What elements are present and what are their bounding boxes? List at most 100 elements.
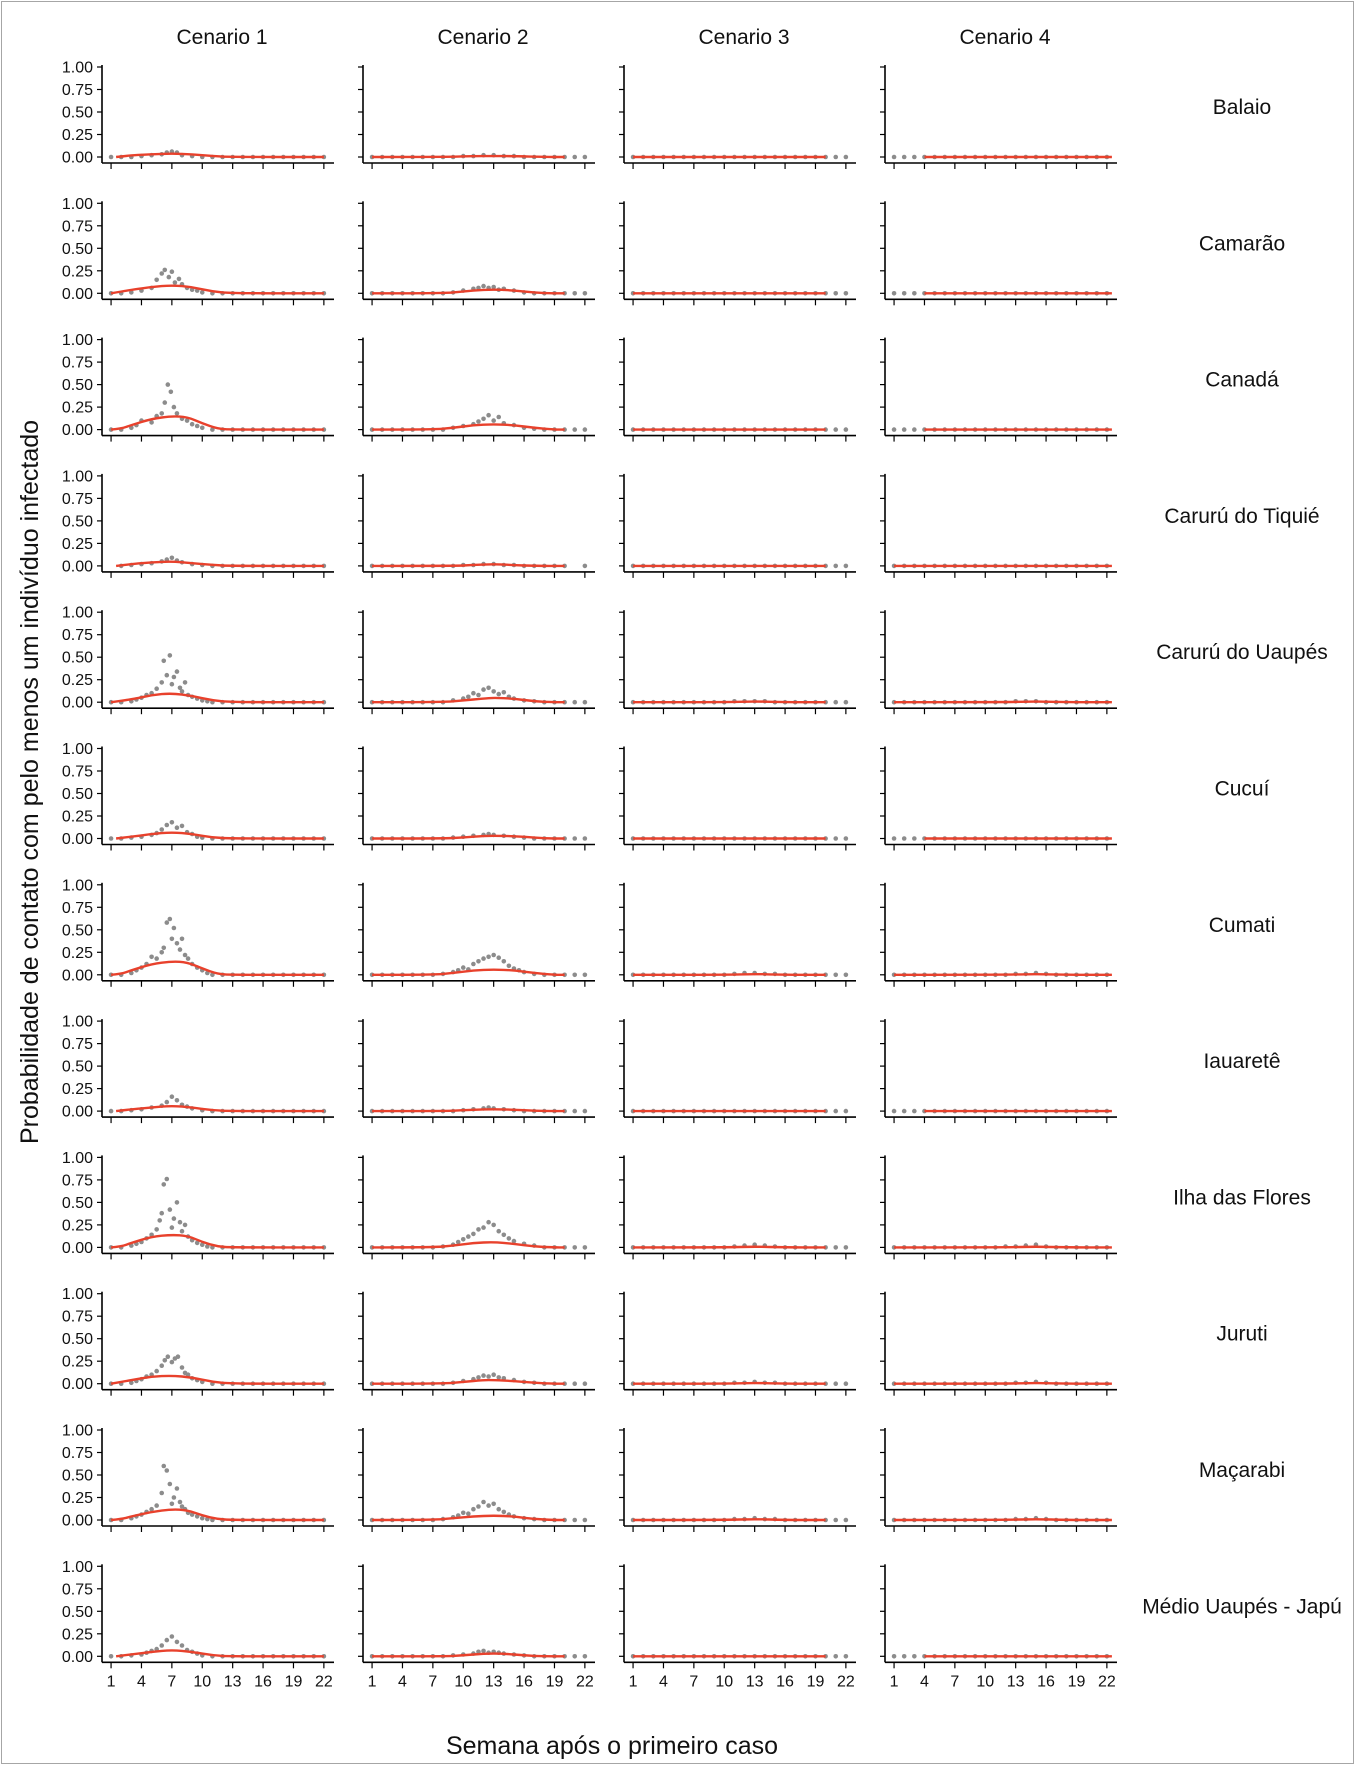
- data-point: [833, 427, 839, 432]
- fit-line: [115, 560, 324, 568]
- fit-line: [894, 1381, 1112, 1385]
- fit-line: [110, 284, 324, 295]
- data-point: [833, 154, 839, 160]
- fit-line: [372, 563, 565, 568]
- row-label: Carurú do Tiquié: [1164, 505, 1319, 528]
- facet-panel: [619, 610, 856, 715]
- facet-panel: [358, 1155, 595, 1260]
- data-point: [466, 1511, 471, 1516]
- data-point: [476, 1227, 481, 1232]
- facet-panel: [619, 1155, 856, 1260]
- data-point: [108, 1108, 114, 1114]
- x-tick-label: 4: [920, 1673, 929, 1690]
- facet-panel: [880, 882, 1117, 987]
- facet-panel: [358, 1428, 595, 1532]
- data-point: [496, 691, 502, 697]
- facet-panel: [358, 1019, 595, 1124]
- facet-panel: 0.00 0.25 0.50 0.75 1.00: [62, 60, 334, 169]
- data-point: [169, 1634, 175, 1639]
- x-tick-label: 19: [546, 1673, 564, 1690]
- y-tick-label: 1.00: [62, 1014, 93, 1031]
- data-point: [179, 689, 185, 694]
- fit-line: [894, 972, 1112, 976]
- y-tick-label: 0.00: [62, 1104, 93, 1121]
- facet-panel: 0.00 0.25 0.50 0.75 1.00 1 4 7 10 13 16 19 22: [62, 1559, 334, 1690]
- y-tick-label: 1.00: [62, 196, 93, 213]
- y-tick-label: 0.25: [62, 1217, 93, 1234]
- x-tick-label: 16: [515, 1673, 533, 1690]
- data-point: [491, 418, 496, 423]
- data-point: [460, 965, 466, 970]
- data-point: [572, 1381, 578, 1386]
- facet-panel: [880, 1291, 1117, 1396]
- y-tick-label: 0.00: [62, 558, 93, 575]
- row-label: Iauaretê: [1203, 1050, 1280, 1073]
- x-tick-label: 4: [137, 1673, 146, 1690]
- x-tick-label: 4: [659, 1673, 668, 1690]
- data-point: [179, 1504, 185, 1509]
- data-point: [189, 421, 195, 427]
- data-point: [154, 277, 159, 283]
- data-point: [582, 1108, 588, 1114]
- data-point: [460, 1237, 466, 1242]
- data-point: [481, 1499, 486, 1505]
- facet-panel: [358, 746, 595, 851]
- y-tick-label: 0.25: [62, 1490, 93, 1507]
- y-tick-label: 0.75: [62, 1036, 93, 1053]
- data-point: [496, 414, 502, 420]
- data-point: [486, 1374, 491, 1379]
- x-tick-label: 7: [689, 1673, 698, 1690]
- row-label: Canadá: [1205, 369, 1279, 392]
- x-tick-label: 13: [1007, 1673, 1025, 1690]
- data-point: [496, 1228, 502, 1234]
- data-point: [843, 1654, 849, 1659]
- y-tick-label: 1.00: [62, 60, 93, 77]
- facet-panel: [619, 1019, 856, 1124]
- data-point: [833, 1381, 839, 1386]
- data-point: [199, 290, 205, 295]
- data-point: [901, 154, 907, 160]
- y-tick-label: 0.75: [62, 1309, 93, 1326]
- x-tick-label: 7: [950, 1673, 959, 1690]
- data-point: [833, 972, 839, 978]
- y-tick-label: 1.00: [62, 877, 93, 894]
- data-point: [572, 291, 578, 296]
- data-point: [843, 1245, 849, 1250]
- y-tick-label: 0.75: [62, 627, 93, 644]
- fit-line: [110, 415, 324, 431]
- data-point: [481, 1373, 486, 1378]
- data-point: [210, 972, 215, 978]
- data-point: [149, 954, 154, 960]
- data-point: [177, 947, 183, 952]
- y-tick-label: 0.50: [62, 786, 93, 803]
- y-tick-label: 0.50: [62, 377, 93, 394]
- y-tick-label: 0.50: [62, 1059, 93, 1076]
- fit-line: [894, 700, 1112, 704]
- data-point: [481, 1225, 486, 1230]
- y-tick-label: 0.25: [62, 1354, 93, 1371]
- data-point: [582, 563, 588, 569]
- x-tick-label: 16: [254, 1673, 272, 1690]
- facet-row: Cumati 0.00 0.25 0.50 0.75 1.00: [62, 877, 1275, 987]
- data-point: [476, 1504, 481, 1509]
- data-point: [159, 411, 165, 416]
- data-point: [481, 687, 486, 692]
- data-point: [843, 291, 849, 296]
- data-point: [833, 1654, 839, 1659]
- data-point: [491, 1222, 496, 1228]
- data-point: [891, 1108, 897, 1114]
- y-axis-title: Probabilidade de contato com pelo menos …: [16, 420, 44, 1144]
- data-point: [572, 1517, 578, 1523]
- data-point: [572, 427, 578, 432]
- data-point: [129, 1380, 134, 1386]
- facet-panel: [619, 1428, 856, 1532]
- data-point: [164, 822, 170, 828]
- column-title: Cenario 3: [698, 26, 789, 49]
- data-point: [159, 950, 165, 955]
- x-tick-label: 16: [1037, 1673, 1055, 1690]
- y-tick-label: 1.00: [62, 1286, 93, 1303]
- data-point: [582, 1245, 588, 1250]
- y-tick-label: 0.00: [62, 286, 93, 303]
- data-point: [912, 836, 917, 841]
- data-point: [582, 836, 588, 841]
